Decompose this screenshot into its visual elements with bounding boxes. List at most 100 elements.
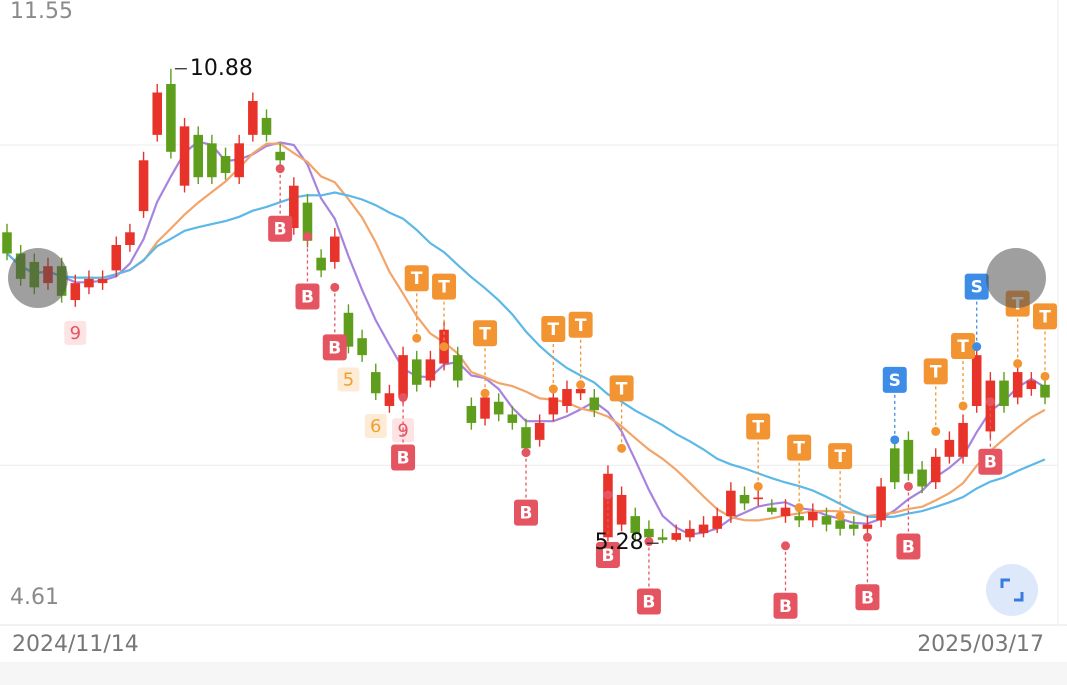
candle-body <box>111 244 122 271</box>
signal-box <box>404 265 429 292</box>
count-box <box>364 414 387 439</box>
candle-body <box>493 401 504 415</box>
candle-body <box>876 486 886 521</box>
signal-dot <box>794 503 804 513</box>
candle-body <box>343 312 354 347</box>
signal-dot <box>412 333 422 343</box>
candle-body <box>84 278 94 288</box>
signal-box <box>923 358 948 385</box>
signal-label: B <box>642 593 655 613</box>
signal-box <box>855 584 880 611</box>
signal-label: T <box>411 269 423 289</box>
candle-body <box>862 524 873 529</box>
candle-body <box>726 490 736 517</box>
signal-dot <box>835 511 845 521</box>
ma-line <box>6 142 1046 522</box>
signal-dot <box>753 481 763 491</box>
candle-body <box>2 232 12 254</box>
signal-label: B <box>274 220 287 240</box>
signal-box <box>882 366 907 393</box>
candle-body <box>644 528 654 538</box>
candle-body <box>944 439 955 457</box>
signal-dot <box>275 164 285 174</box>
candle-body <box>671 533 682 540</box>
signal-label: T <box>834 447 846 467</box>
fullscreen-button[interactable] <box>986 564 1038 616</box>
signal-dot <box>644 537 654 547</box>
candle-body <box>562 389 572 406</box>
crosshair-handle[interactable] <box>8 248 68 308</box>
candle-body <box>357 338 367 356</box>
candle-body <box>534 422 545 440</box>
candle-body <box>452 355 463 381</box>
signal-dot <box>903 481 913 491</box>
candle-body <box>330 236 340 262</box>
candle-body <box>425 359 436 381</box>
signal-label: B <box>520 504 533 524</box>
y-tick-label: 4.61 <box>10 585 59 610</box>
candle-body <box>616 494 627 525</box>
candle-body <box>821 516 832 525</box>
signal-dot <box>330 282 340 292</box>
annotation-label: 10.88 <box>190 56 253 81</box>
candle-body <box>917 469 927 487</box>
candle-body <box>930 456 941 483</box>
signal-dot <box>603 490 613 500</box>
candle-body <box>685 528 695 538</box>
signal-box <box>268 215 293 242</box>
candle-body <box>780 507 791 517</box>
signal-label: B <box>984 453 997 473</box>
candle-body <box>1012 372 1023 398</box>
signal-box <box>636 588 661 615</box>
y-tick-label: 11.55 <box>10 0 73 24</box>
candle-body <box>739 494 750 504</box>
count-label: 9 <box>70 323 81 344</box>
candle-body <box>971 355 982 406</box>
candle-body <box>575 389 586 394</box>
candle-body <box>589 397 600 411</box>
signal-dot <box>521 448 531 458</box>
signal-dot <box>1013 359 1023 369</box>
signal-dot <box>862 532 872 542</box>
candle-body <box>398 355 408 398</box>
signal-box <box>541 316 566 343</box>
signal-dot <box>958 401 968 411</box>
signal-label: T <box>957 337 969 357</box>
signal-dot <box>985 397 995 407</box>
candle-body <box>521 427 531 449</box>
candle-body <box>138 160 149 212</box>
candle-body <box>234 143 244 178</box>
signal-dot <box>617 443 627 453</box>
candle-body <box>507 414 518 423</box>
signal-label: B <box>301 288 314 308</box>
candle-body <box>384 393 395 406</box>
signal-dot <box>480 388 490 398</box>
candle-body <box>999 380 1009 406</box>
signal-dot <box>890 435 900 445</box>
signal-dot <box>972 342 982 352</box>
signal-box <box>964 273 989 300</box>
signal-label: T <box>438 278 450 298</box>
candle-body <box>220 156 231 173</box>
signal-label: B <box>601 546 614 566</box>
candle-body <box>125 232 135 245</box>
count-label: 9 <box>397 420 408 441</box>
signal-label: B <box>779 597 792 617</box>
signal-box <box>951 332 976 359</box>
signal-label: T <box>752 417 764 437</box>
candle-body <box>97 278 108 284</box>
candle-body <box>411 359 422 385</box>
candle-body <box>261 117 272 135</box>
signal-box <box>391 444 416 471</box>
signal-label: T <box>793 439 805 459</box>
signal-box <box>473 320 498 347</box>
signal-box <box>773 592 798 619</box>
signal-box <box>609 375 634 402</box>
signal-dot <box>576 380 586 390</box>
signal-label: B <box>328 338 341 358</box>
crosshair-handle[interactable] <box>986 248 1046 308</box>
count-label: 5 <box>343 369 354 390</box>
signal-box <box>1033 303 1057 330</box>
candle-body <box>753 497 763 500</box>
